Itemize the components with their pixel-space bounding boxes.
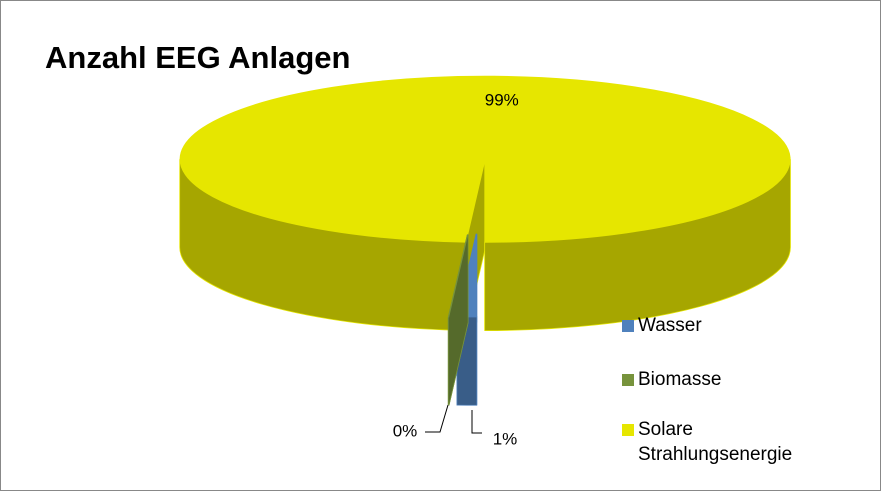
legend-swatch (622, 374, 634, 386)
leader-line (471, 410, 482, 434)
chart-title: Anzahl EEG Anlagen (45, 40, 350, 75)
legend-label: Solare (638, 419, 693, 440)
legend-label: Biomasse (638, 369, 721, 390)
legend-label: Strahlungsenergie (638, 444, 792, 465)
leader-line (425, 404, 449, 433)
shade (180, 159, 466, 331)
legend-swatch (622, 320, 634, 332)
shade (448, 234, 468, 406)
data-label: 1% (493, 429, 518, 448)
data-label: 99% (485, 91, 519, 110)
data-label: 0% (393, 421, 418, 440)
slice-top (179, 75, 791, 243)
legend-label: Wasser (638, 315, 702, 336)
legend-swatch (622, 424, 634, 436)
shade (485, 159, 791, 331)
